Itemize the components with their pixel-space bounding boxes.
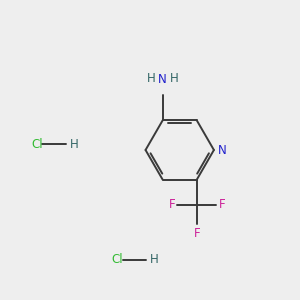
Text: F: F [218,198,225,212]
Text: H: H [147,72,156,85]
Text: F: F [194,226,200,240]
Text: H: H [169,72,178,85]
Text: H: H [150,254,159,266]
Text: Cl: Cl [31,138,43,151]
Text: H: H [70,138,79,151]
Text: Cl: Cl [111,254,123,266]
Text: N: N [158,73,167,86]
Text: N: N [218,143,226,157]
Text: F: F [169,198,175,212]
